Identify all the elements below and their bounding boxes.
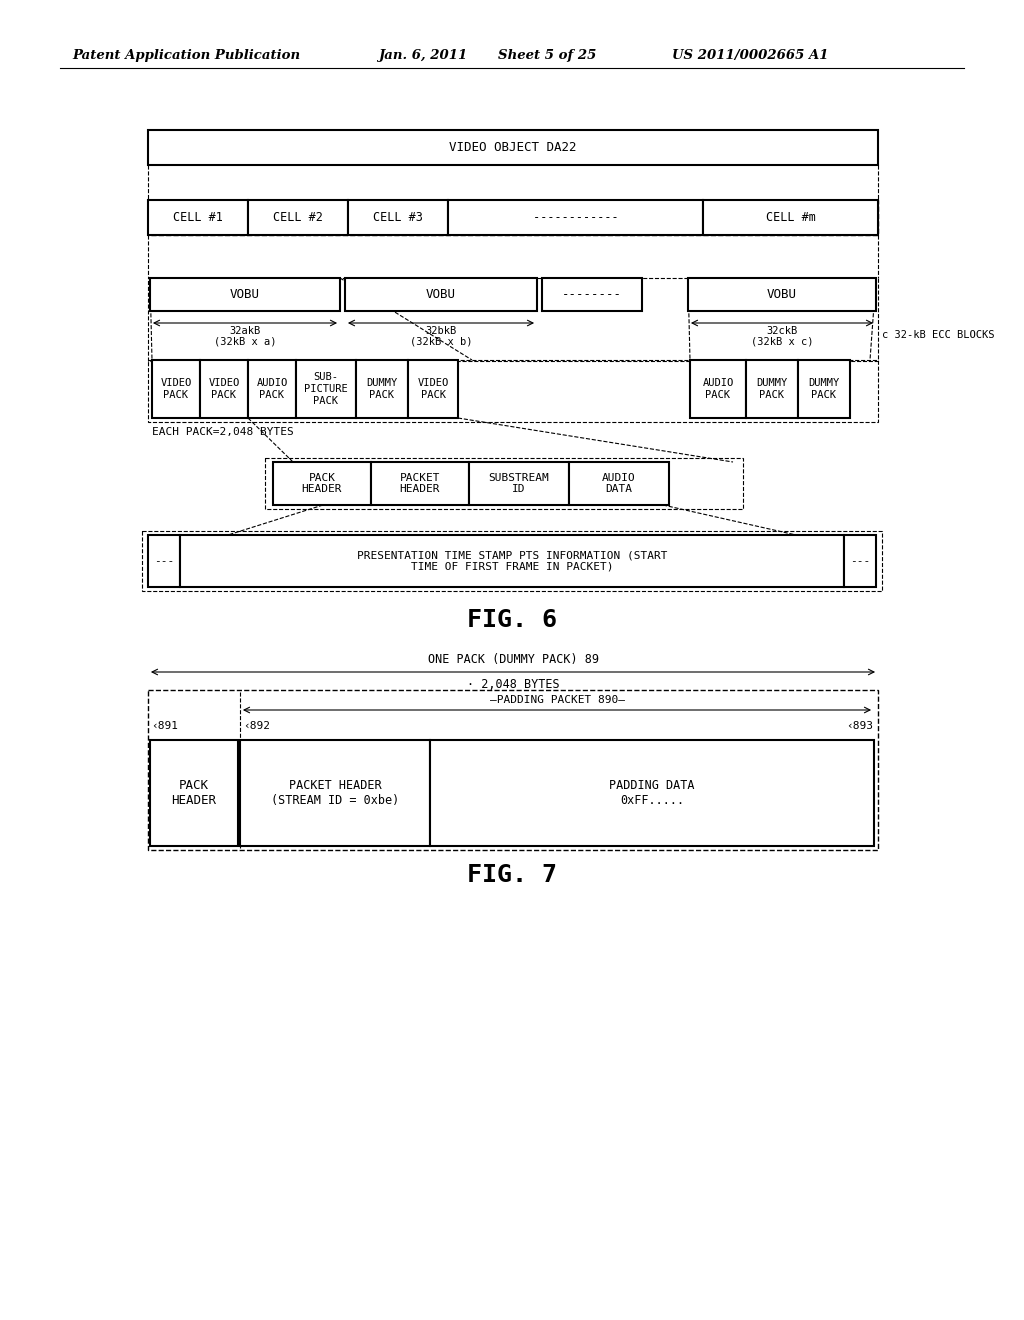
Bar — [150, 279, 340, 312]
Text: SUB-
PICTURE
PACK: SUB- PICTURE PACK — [304, 372, 348, 405]
Text: AUDIO
PACK: AUDIO PACK — [702, 379, 733, 400]
Bar — [371, 462, 469, 506]
Text: PACKET HEADER
(STREAM ID = 0xbe): PACKET HEADER (STREAM ID = 0xbe) — [271, 779, 399, 807]
Text: VIDEO
PACK: VIDEO PACK — [161, 379, 191, 400]
Text: FIG. 7: FIG. 7 — [467, 863, 557, 887]
Text: CELL #2: CELL #2 — [273, 211, 323, 224]
Text: (32kB x a): (32kB x a) — [214, 337, 276, 347]
Text: VOBU: VOBU — [767, 288, 797, 301]
Bar — [408, 360, 458, 418]
Bar — [703, 201, 878, 235]
Bar — [142, 531, 882, 591]
Bar — [148, 690, 878, 850]
Text: VIDEO
PACK: VIDEO PACK — [418, 379, 449, 400]
Bar — [248, 360, 296, 418]
Bar — [449, 201, 703, 235]
Text: VIDEO OBJECT DA22: VIDEO OBJECT DA22 — [450, 141, 577, 154]
Text: Jan. 6, 2011: Jan. 6, 2011 — [378, 49, 467, 62]
Text: --------: -------- — [562, 288, 622, 301]
Bar — [356, 360, 408, 418]
Text: CELL #1: CELL #1 — [173, 211, 223, 224]
Bar — [296, 360, 356, 418]
Text: ---: --- — [850, 556, 870, 566]
Bar — [180, 535, 844, 587]
Text: (32kB x c): (32kB x c) — [751, 337, 813, 347]
Text: 32akB: 32akB — [229, 326, 261, 337]
Text: AUDIO
DATA: AUDIO DATA — [602, 473, 636, 494]
Text: DUMMY
PACK: DUMMY PACK — [757, 379, 787, 400]
Text: ‹893: ‹893 — [846, 721, 873, 731]
Text: 32ckB: 32ckB — [766, 326, 798, 337]
Text: —PADDING PACKET 890—: —PADDING PACKET 890— — [489, 696, 625, 705]
Text: EACH PACK=2,048 BYTES: EACH PACK=2,048 BYTES — [152, 426, 294, 437]
Bar — [265, 458, 743, 510]
Bar — [148, 129, 878, 165]
Text: FIG. 6: FIG. 6 — [467, 609, 557, 632]
Text: US 2011/0002665 A1: US 2011/0002665 A1 — [672, 49, 828, 62]
Text: DUMMY
PACK: DUMMY PACK — [367, 379, 397, 400]
Text: Patent Application Publication: Patent Application Publication — [72, 49, 300, 62]
Bar — [148, 201, 878, 235]
Text: PADDING DATA
0xFF.....: PADDING DATA 0xFF..... — [609, 779, 694, 807]
Bar — [469, 462, 569, 506]
Bar — [348, 201, 449, 235]
Text: VOBU: VOBU — [230, 288, 260, 301]
Text: CELL #3: CELL #3 — [373, 211, 423, 224]
Text: PACK
HEADER: PACK HEADER — [302, 473, 342, 494]
Bar — [152, 360, 200, 418]
Bar — [542, 279, 642, 312]
Text: 32bkB: 32bkB — [425, 326, 457, 337]
Bar — [200, 360, 248, 418]
Bar — [148, 535, 180, 587]
Text: (32kB x b): (32kB x b) — [410, 337, 472, 347]
Text: ONE PACK (DUMMY PACK) 89: ONE PACK (DUMMY PACK) 89 — [427, 653, 598, 667]
Bar — [746, 360, 798, 418]
Text: ------------: ------------ — [525, 211, 626, 224]
Bar — [569, 462, 669, 506]
Text: CELL #m: CELL #m — [766, 211, 815, 224]
Text: Sheet 5 of 25: Sheet 5 of 25 — [498, 49, 596, 62]
Bar — [688, 279, 876, 312]
Bar — [148, 360, 878, 422]
Text: VIDEO
PACK: VIDEO PACK — [208, 379, 240, 400]
Bar — [798, 360, 850, 418]
Text: ‹891: ‹891 — [151, 721, 178, 731]
Text: PRESENTATION TIME STAMP PTS INFORMATION (START
TIME OF FIRST FRAME IN PACKET): PRESENTATION TIME STAMP PTS INFORMATION … — [356, 550, 668, 572]
Text: · 2,048 BYTES: · 2,048 BYTES — [467, 677, 559, 690]
Text: ‹892: ‹892 — [243, 721, 270, 731]
Bar — [844, 535, 876, 587]
Bar — [690, 360, 746, 418]
Text: ---: --- — [154, 556, 174, 566]
Bar — [345, 279, 537, 312]
Bar — [240, 741, 430, 846]
Text: PACK
HEADER: PACK HEADER — [171, 779, 216, 807]
Bar — [248, 201, 348, 235]
Text: AUDIO
PACK: AUDIO PACK — [256, 379, 288, 400]
Text: DUMMY
PACK: DUMMY PACK — [808, 379, 840, 400]
Text: SUBSTREAM
ID: SUBSTREAM ID — [488, 473, 549, 494]
Bar — [430, 741, 874, 846]
Bar — [273, 462, 371, 506]
Text: PACKET
HEADER: PACKET HEADER — [399, 473, 440, 494]
Bar — [148, 201, 248, 235]
Text: c 32-kB ECC BLOCKS: c 32-kB ECC BLOCKS — [882, 330, 994, 341]
Bar — [148, 279, 878, 360]
Text: VOBU: VOBU — [426, 288, 456, 301]
Bar — [150, 741, 238, 846]
